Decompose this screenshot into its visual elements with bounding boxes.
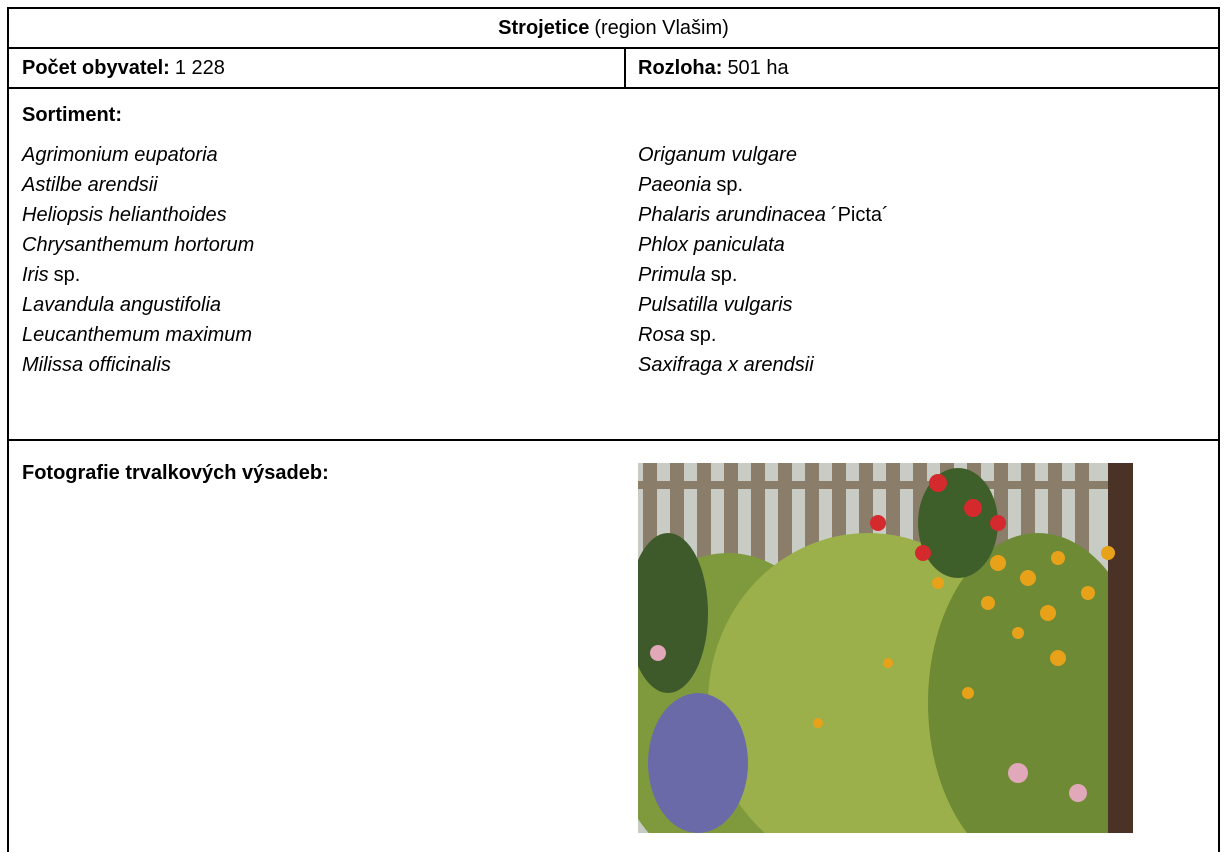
value: 1 228 (174, 57, 225, 79)
label: Fotografie trvalkových výsadeb: (22, 462, 329, 484)
population: Počet obyvatel: 1 228 (22, 53, 225, 83)
species: Iris sp. (22, 260, 80, 290)
sortiment-label: Sortiment: (22, 100, 122, 130)
area: Rozloha: 501 ha (638, 53, 789, 83)
species: Heliopsis helianthoides (22, 200, 227, 230)
photos-label: Fotografie trvalkových výsadeb: (22, 458, 329, 488)
species: Phlox paniculata (638, 230, 785, 260)
suffix: ´Picta´ (830, 204, 889, 226)
latin-name: Pulsatilla vulgaris (638, 294, 793, 316)
title: Strojetice (region Vlašim) (9, 13, 1218, 43)
latin-name: Leucanthemum maximum (22, 324, 253, 346)
latin-name: Rosa (638, 324, 685, 346)
latin-name: Agrimonium eupatoria (22, 144, 218, 166)
border (7, 7, 1220, 9)
species: Chrysanthemum hortorum (22, 230, 254, 260)
latin-name: Phlox paniculata (638, 234, 785, 256)
border (7, 87, 1220, 89)
latin-name: Saxifraga x arendsii (638, 354, 814, 376)
border (7, 47, 1220, 49)
suffix: sp. (716, 174, 744, 196)
species: Pulsatilla vulgaris (638, 290, 793, 320)
latin-name: Primula (638, 264, 706, 286)
species: Lavandula angustifolia (22, 290, 221, 320)
latin-name: Heliopsis helianthoides (22, 204, 227, 226)
species: Agrimonium eupatoria (22, 140, 218, 170)
region: (region Vlašim) (594, 17, 729, 39)
latin-name: Chrysanthemum hortorum (22, 234, 255, 256)
species: Primula sp. (638, 260, 737, 290)
latin-name: Origanum vulgare (638, 144, 797, 166)
species: Astilbe arendsii (22, 170, 158, 200)
border (624, 47, 626, 89)
latin-name: Paeonia (638, 174, 712, 196)
value: 501 ha (727, 57, 789, 79)
garden-photo (638, 463, 1133, 833)
label: Rozloha: (638, 57, 723, 79)
species: Paeonia sp. (638, 170, 743, 200)
species: Leucanthemum maximum (22, 320, 252, 350)
town-name: Strojetice (498, 17, 590, 39)
latin-name: Iris (22, 264, 49, 286)
latin-name: Lavandula angustifolia (22, 294, 222, 316)
species: Saxifraga x arendsii (638, 350, 814, 380)
latin-name: Astilbe arendsii (22, 174, 158, 196)
suffix: sp. (53, 264, 81, 286)
border (1218, 7, 1220, 852)
species: Milissa officinalis (22, 350, 171, 380)
species: Rosa sp. (638, 320, 716, 350)
species: Phalaris arundinacea ´Picta´ (638, 200, 889, 230)
suffix: sp. (710, 264, 738, 286)
label: Sortiment: (22, 104, 122, 126)
species: Origanum vulgare (638, 140, 797, 170)
border (7, 439, 1220, 441)
suffix: sp. (689, 324, 717, 346)
latin-name: Milissa officinalis (22, 354, 171, 376)
label: Počet obyvatel: (22, 57, 170, 79)
latin-name: Phalaris arundinacea (638, 204, 826, 226)
border (7, 7, 9, 852)
